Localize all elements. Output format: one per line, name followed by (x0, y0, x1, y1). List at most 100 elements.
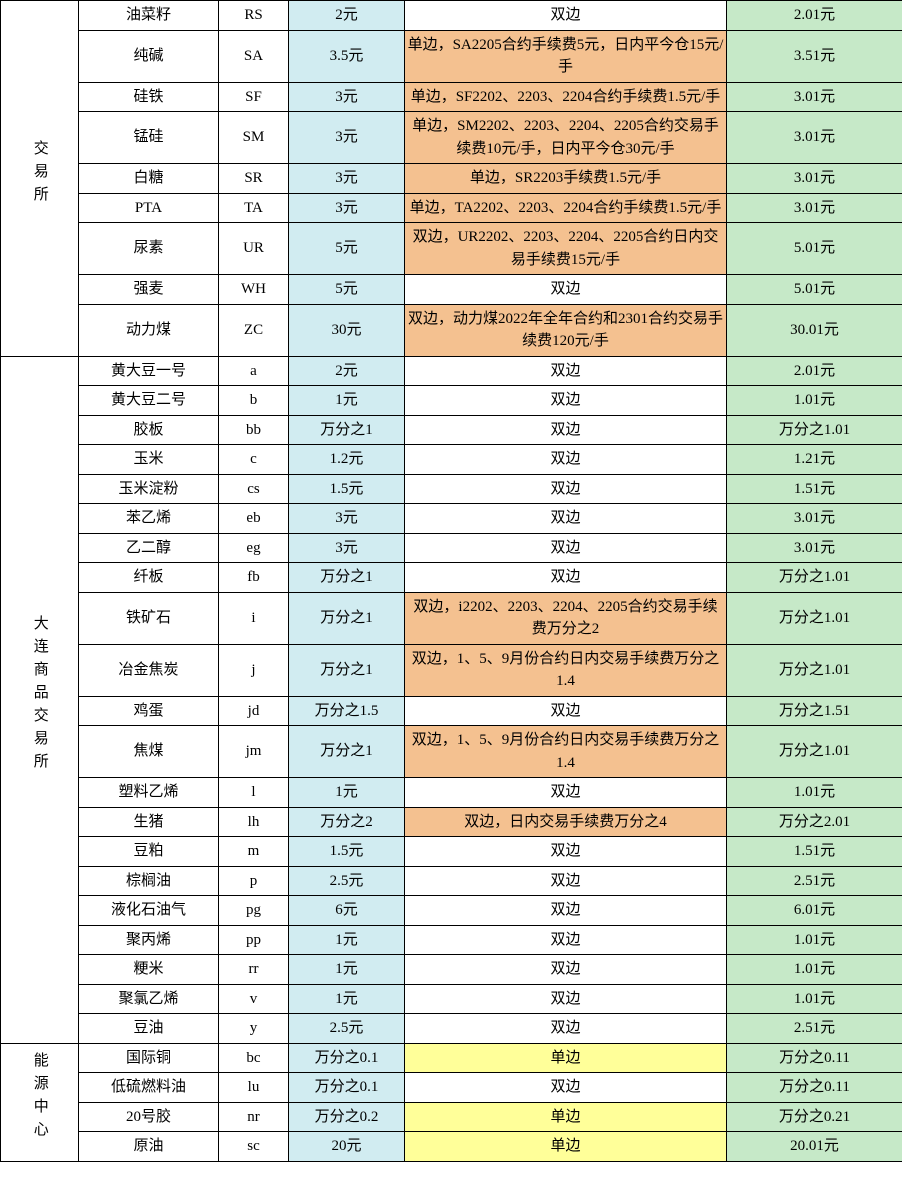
product-name: 白糖 (79, 164, 219, 194)
exchange-label: 大连商品交易所 (28, 615, 51, 776)
table-row: 尿素UR5元双边，UR2202、2203、2204、2205合约日内交易手续费1… (1, 223, 902, 275)
fee-cell: 万分之2 (289, 807, 405, 837)
result-cell: 3.51元 (727, 30, 902, 82)
product-name: 塑料乙烯 (79, 778, 219, 808)
table-row: PTATA3元单边，TA2202、2203、2204合约手续费1.5元/手3.0… (1, 193, 902, 223)
product-name: 冶金焦炭 (79, 644, 219, 696)
note-cell: 双边，UR2202、2203、2204、2205合约日内交易手续费15元/手 (405, 223, 727, 275)
product-code: sc (219, 1132, 289, 1162)
fee-cell: 3元 (289, 193, 405, 223)
product-code: j (219, 644, 289, 696)
table-row: 苯乙烯eb3元双边3.01元 (1, 504, 902, 534)
product-code: b (219, 386, 289, 416)
table-row: 棕榈油p2.5元双边2.51元 (1, 866, 902, 896)
result-cell: 1.51元 (727, 474, 902, 504)
result-cell: 万分之0.11 (727, 1073, 902, 1103)
product-code: SR (219, 164, 289, 194)
product-code: a (219, 356, 289, 386)
table-row: 强麦WH5元双边5.01元 (1, 275, 902, 305)
note-cell: 双边，i2202、2203、2204、2205合约交易手续费万分之2 (405, 592, 727, 644)
table-row: 锰硅SM3元单边，SM2202、2203、2204、2205合约交易手续费10元… (1, 112, 902, 164)
fee-cell: 1.5元 (289, 474, 405, 504)
fee-cell: 3元 (289, 112, 405, 164)
result-cell: 1.01元 (727, 778, 902, 808)
table-row: 铁矿石i万分之1双边，i2202、2203、2204、2205合约交易手续费万分… (1, 592, 902, 644)
result-cell: 2.51元 (727, 866, 902, 896)
product-name: 焦煤 (79, 726, 219, 778)
fee-cell: 2元 (289, 356, 405, 386)
note-cell: 双边 (405, 1, 727, 31)
result-cell: 1.01元 (727, 925, 902, 955)
table-row: 聚丙烯pp1元双边1.01元 (1, 925, 902, 955)
product-name: 强麦 (79, 275, 219, 305)
result-cell: 2.01元 (727, 356, 902, 386)
result-cell: 万分之1.01 (727, 726, 902, 778)
result-cell: 万分之2.01 (727, 807, 902, 837)
product-name: 国际铜 (79, 1043, 219, 1073)
fee-cell: 2.5元 (289, 866, 405, 896)
result-cell: 30.01元 (727, 304, 902, 356)
fee-cell: 1元 (289, 984, 405, 1014)
note-cell: 双边 (405, 533, 727, 563)
product-name: PTA (79, 193, 219, 223)
table-row: 动力煤ZC30元双边，动力煤2022年全年合约和2301合约交易手续费120元/… (1, 304, 902, 356)
fee-cell: 万分之1 (289, 592, 405, 644)
note-cell: 双边 (405, 925, 727, 955)
fee-cell: 3元 (289, 504, 405, 534)
product-code: rr (219, 955, 289, 985)
note-cell: 单边，SA2205合约手续费5元，日内平今仓15元/手 (405, 30, 727, 82)
fee-cell: 1元 (289, 778, 405, 808)
product-name: 豆粕 (79, 837, 219, 867)
table-row: 原油sc20元单边20.01元 (1, 1132, 902, 1162)
result-cell: 万分之1.01 (727, 644, 902, 696)
note-cell: 双边，动力煤2022年全年合约和2301合约交易手续费120元/手 (405, 304, 727, 356)
product-code: SM (219, 112, 289, 164)
product-name: 苯乙烯 (79, 504, 219, 534)
result-cell: 2.51元 (727, 1014, 902, 1044)
product-code: RS (219, 1, 289, 31)
note-cell: 单边，SF2202、2203、2204合约手续费1.5元/手 (405, 82, 727, 112)
product-name: 玉米淀粉 (79, 474, 219, 504)
result-cell: 1.01元 (727, 386, 902, 416)
table-row: 豆粕m1.5元双边1.51元 (1, 837, 902, 867)
table-row: 玉米淀粉cs1.5元双边1.51元 (1, 474, 902, 504)
product-code: ZC (219, 304, 289, 356)
product-name: 玉米 (79, 445, 219, 475)
note-cell: 双边 (405, 866, 727, 896)
result-cell: 1.01元 (727, 955, 902, 985)
product-name: 黄大豆一号 (79, 356, 219, 386)
product-code: jd (219, 696, 289, 726)
product-code: nr (219, 1102, 289, 1132)
product-name: 纯碱 (79, 30, 219, 82)
result-cell: 2.01元 (727, 1, 902, 31)
product-name: 纤板 (79, 563, 219, 593)
table-row: 低硫燃料油lu万分之0.1双边万分之0.11 (1, 1073, 902, 1103)
product-code: eb (219, 504, 289, 534)
product-code: c (219, 445, 289, 475)
note-cell: 双边，1、5、9月份合约日内交易手续费万分之1.4 (405, 644, 727, 696)
table-row: 塑料乙烯l1元双边1.01元 (1, 778, 902, 808)
fee-cell: 3元 (289, 164, 405, 194)
product-code: m (219, 837, 289, 867)
note-cell: 单边 (405, 1132, 727, 1162)
result-cell: 万分之1.01 (727, 563, 902, 593)
product-name: 粳米 (79, 955, 219, 985)
table-row: 纯碱SA3.5元单边，SA2205合约手续费5元，日内平今仓15元/手3.51元 (1, 30, 902, 82)
note-cell: 双边 (405, 955, 727, 985)
result-cell: 1.01元 (727, 984, 902, 1014)
product-code: pg (219, 896, 289, 926)
fee-cell: 5元 (289, 275, 405, 305)
product-code: SF (219, 82, 289, 112)
product-name: 乙二醇 (79, 533, 219, 563)
note-cell: 双边 (405, 356, 727, 386)
product-name: 液化石油气 (79, 896, 219, 926)
product-name: 原油 (79, 1132, 219, 1162)
table-row: 能源中心国际铜bc万分之0.1单边万分之0.11 (1, 1043, 902, 1073)
fee-cell: 3元 (289, 82, 405, 112)
product-code: cs (219, 474, 289, 504)
fee-cell: 3.5元 (289, 30, 405, 82)
product-code: bb (219, 415, 289, 445)
fee-cell: 万分之0.1 (289, 1043, 405, 1073)
fee-cell: 6元 (289, 896, 405, 926)
table-row: 乙二醇eg3元双边3.01元 (1, 533, 902, 563)
